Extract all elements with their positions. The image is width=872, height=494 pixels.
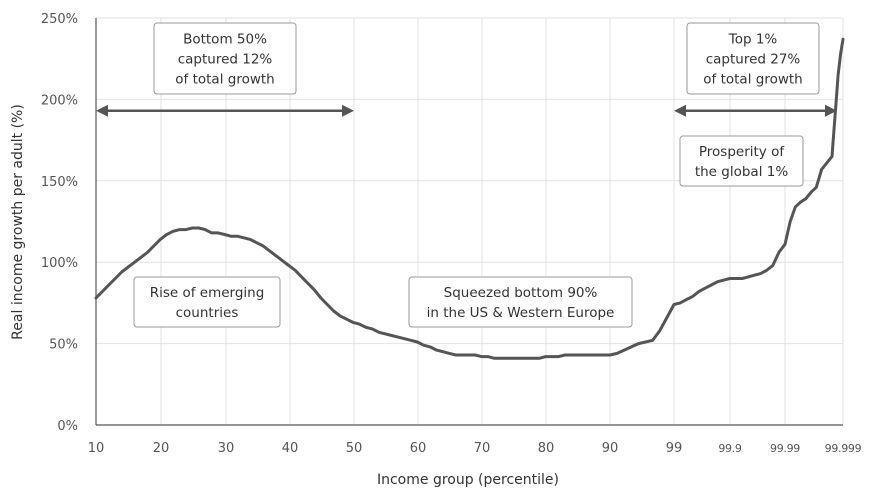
x-tick-label: 99.9 (718, 442, 742, 455)
annotation-box (686, 22, 820, 95)
x-tick-label: 20 (153, 441, 170, 456)
range-arrow (674, 104, 837, 117)
x-tick-label: 30 (218, 441, 235, 456)
annotation-text: countries (176, 305, 239, 321)
annotation-box (153, 22, 297, 95)
y-tick-label: 100% (41, 256, 78, 271)
x-tick-label: 10 (88, 441, 105, 456)
series-layer (94, 37, 845, 360)
annotation-text: captured 27% (706, 52, 801, 68)
annotation-text: Bottom 50% (183, 32, 267, 48)
annotation-text: Squeezed bottom 90% (444, 285, 598, 301)
annotation-text: of total growth (703, 72, 802, 88)
x-tick-label: 90 (602, 441, 619, 456)
annotation-box (133, 276, 281, 328)
annotation-text: Prosperity of (699, 144, 785, 160)
y-tick-label: 200% (41, 93, 78, 108)
y-tick-label: 250% (41, 12, 78, 27)
axis-labels: Income group (percentile) Real income gr… (10, 104, 559, 488)
x-tick-label: 99 (666, 441, 683, 456)
annotation-emerging: Rise of emerging countries (133, 276, 281, 328)
x-tick-label: 40 (282, 441, 299, 456)
annotation-text: Rise of emerging (150, 285, 265, 301)
y-axis-label: Real income growth per adult (%) (10, 104, 26, 340)
range-arrow (96, 104, 354, 117)
annotation-squeezed: Squeezed bottom 90% in the US & Western E… (408, 276, 633, 328)
axes: 0% 50% 100% 150% 200% 250% 10 20 30 40 50 60 70 80 90 9… (41, 12, 862, 456)
annotation-text: of total growth (175, 72, 274, 88)
annotations: Bottom 50%captured 12%of total growthTop… (96, 22, 837, 328)
annotation-top1: Top 1% captured 27% of total growth (674, 22, 837, 117)
x-tick-label: 80 (538, 441, 555, 456)
annotation-box (679, 135, 804, 187)
y-tick-label: 50% (49, 338, 78, 353)
y-tick-label: 150% (41, 175, 78, 190)
x-tick-label: 99.999 (825, 442, 862, 455)
annotation-box (408, 276, 633, 328)
x-tick-label: 70 (474, 441, 491, 456)
annotation-prosperity: Prosperity of the global 1% (679, 135, 804, 187)
annotation-text: the global 1% (695, 164, 788, 180)
x-tick-label: 50 (346, 441, 363, 456)
annotation-bottom50: Bottom 50% captured 12% of total growth (96, 22, 354, 117)
x-axis-label: Income group (percentile) (377, 472, 559, 488)
x-tick-label: 60 (410, 441, 427, 456)
x-tick-label: 99.99 (770, 442, 800, 455)
annotation-text: Top 1% (728, 32, 778, 48)
series-line (94, 37, 845, 360)
y-tick-label: 0% (57, 419, 78, 434)
annotation-text: in the US & Western Europe (427, 305, 615, 321)
annotation-text: captured 12% (178, 52, 273, 68)
